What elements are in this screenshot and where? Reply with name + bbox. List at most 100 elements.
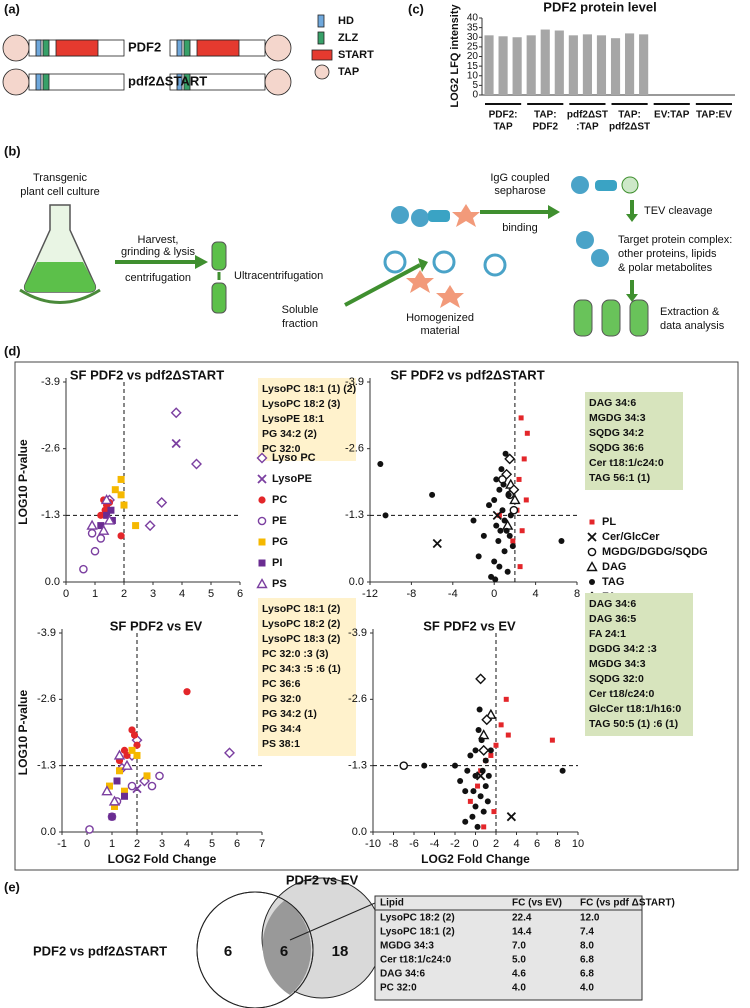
point <box>121 792 128 800</box>
point <box>98 524 110 535</box>
point <box>103 514 116 525</box>
x-tick-label: TAP: <box>618 110 641 121</box>
x-tick-label: 4 <box>513 838 519 850</box>
x-tick-label: 1 <box>92 588 98 600</box>
point <box>432 538 442 549</box>
y-tick-label: -3.9 <box>348 627 367 639</box>
point <box>493 522 500 529</box>
x-tick-label: 10 <box>572 838 584 850</box>
point <box>474 823 481 830</box>
panel-label: (d) <box>4 343 21 358</box>
bar <box>596 35 607 95</box>
legend-label: DAG <box>602 561 626 573</box>
bar <box>625 33 635 95</box>
x-tick-label: 1 <box>109 838 115 850</box>
point <box>505 491 512 498</box>
legend-label: ZLZ <box>338 32 358 44</box>
x-tick-label: TAP: <box>534 110 557 121</box>
point <box>481 824 487 830</box>
table-cell: 7.0 <box>512 941 526 952</box>
point <box>108 795 121 806</box>
annotation-box <box>258 378 356 461</box>
legend-marker <box>587 532 597 542</box>
point <box>478 744 490 756</box>
point <box>501 517 508 524</box>
point <box>103 511 111 519</box>
x-tick-label: 5 <box>208 588 214 600</box>
step-text: plant cell culture <box>20 186 100 198</box>
point <box>111 486 119 494</box>
point <box>549 737 555 743</box>
point <box>472 803 479 810</box>
point <box>130 731 139 739</box>
y-tick-label: -3.9 <box>37 627 56 639</box>
step-text: Transgenic <box>33 172 88 184</box>
annotation: PG 32:0 <box>262 693 301 705</box>
y-tick-label: 30 <box>467 32 479 43</box>
step-text: Extraction & <box>660 306 720 318</box>
table-cell: 14.4 <box>512 927 532 938</box>
annotation: PS 38:1 <box>262 738 300 750</box>
legend-marker <box>258 496 266 504</box>
point <box>457 777 464 784</box>
x-tick-label: 0 <box>472 838 478 850</box>
y-tick-label: 15 <box>467 61 479 72</box>
point <box>113 777 121 785</box>
point <box>116 767 123 775</box>
point <box>503 527 510 534</box>
y-tick-label: -1.3 <box>41 509 60 521</box>
x-tick-label: 0 <box>84 838 90 850</box>
point <box>170 407 182 419</box>
legend-label: PS <box>272 578 287 590</box>
table-header: FC (vs pdf ΔSTART) <box>580 898 675 909</box>
y-tick-label: 0.0 <box>349 576 364 588</box>
point <box>117 475 125 483</box>
x-tick-label: 3 <box>159 838 165 850</box>
construct-label: pdf2ΔSTART <box>128 73 207 88</box>
point <box>111 802 118 810</box>
step-text: grinding & lysis <box>121 246 195 258</box>
y-tick-label: 0.0 <box>45 576 60 588</box>
x-tick-label: PDF2 <box>532 122 558 133</box>
workflow-diagram <box>19 176 649 337</box>
y-tick-label: 25 <box>467 42 479 53</box>
step-text: centrifugation <box>125 272 191 284</box>
point <box>509 543 516 550</box>
chart-title: SF PDF2 vs pdf2ΔSTART <box>390 367 544 382</box>
annotation: LysoPC 18:1 (1) (2) <box>262 383 356 395</box>
legend-marker <box>587 547 597 557</box>
bar <box>526 35 536 95</box>
point <box>87 528 97 538</box>
step-text: Ultracentrifugation <box>234 270 323 282</box>
point <box>509 505 519 515</box>
y-tick-label: -2.6 <box>348 693 367 705</box>
table-cell: PC 32:0 <box>380 983 417 994</box>
x-tick-label: -8 <box>389 838 399 850</box>
x-tick-label: -4 <box>430 838 440 850</box>
point <box>498 466 505 473</box>
legend-marker <box>258 559 266 567</box>
x-tick-label: PDF2: <box>489 110 518 121</box>
x-tick-label: 4 <box>179 588 185 600</box>
point <box>518 415 524 421</box>
point <box>493 476 500 483</box>
x-tick-label: -12 <box>362 588 378 600</box>
point <box>495 537 502 544</box>
annotation: LysoPE 18:1 <box>262 413 324 425</box>
x-tick-label: pdf2ΔST <box>609 122 650 133</box>
x-tick-label: -8 <box>407 588 417 600</box>
point <box>147 781 157 791</box>
step-text: Target protein complex: <box>618 234 732 246</box>
legend-label: TAP <box>338 66 359 78</box>
point <box>120 501 128 509</box>
step-text: TEV cleavage <box>644 205 712 217</box>
point <box>485 772 492 779</box>
y-tick-label: -1.3 <box>37 760 56 772</box>
point <box>377 461 384 468</box>
step-text: data analysis <box>660 320 725 332</box>
x-tick-label: 3 <box>150 588 156 600</box>
point <box>462 788 469 795</box>
point <box>475 553 482 560</box>
point <box>476 706 483 713</box>
